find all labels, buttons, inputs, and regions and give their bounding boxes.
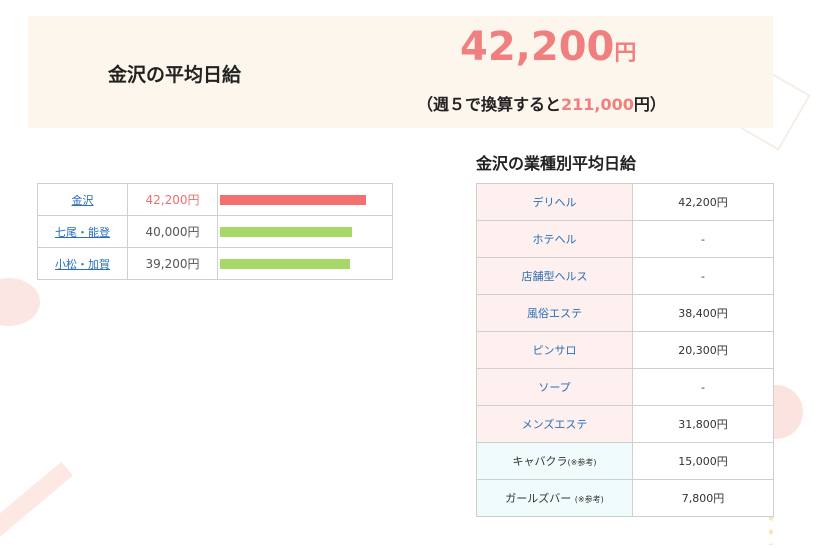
industry-value: 20,300円 bbox=[632, 331, 774, 369]
area-row: 金沢 42,200円 bbox=[37, 183, 393, 216]
industry-name: キャバクラ(※参考) bbox=[476, 442, 633, 480]
area-name-cell: 七尾・能登 bbox=[37, 215, 128, 248]
industry-value: 42,200円 bbox=[632, 183, 774, 221]
type-table-title: 金沢の業種別平均日給 bbox=[476, 154, 637, 173]
industry-name: ガールズバー (※参考) bbox=[476, 479, 633, 517]
weekly-amount: 211,000 bbox=[561, 95, 634, 114]
area-amount: 40,000円 bbox=[127, 215, 218, 248]
industry-name-label: キャバクラ bbox=[512, 455, 568, 468]
industry-name-label: デリヘル bbox=[532, 196, 577, 209]
industry-name[interactable]: 風俗エステ bbox=[476, 294, 633, 332]
industry-row: キャバクラ(※参考) 15,000円 bbox=[476, 442, 774, 480]
area-comparison-table: 金沢 42,200円七尾・能登 40,000円小松・加賀 39,200円 bbox=[37, 183, 393, 280]
decorative-stripe bbox=[0, 461, 73, 547]
industry-row: ピンサロ 20,300円 bbox=[476, 331, 774, 369]
area-amount: 42,200円 bbox=[127, 183, 218, 216]
industry-row: 店舗型ヘルス - bbox=[476, 257, 774, 295]
industry-value: 31,800円 bbox=[632, 405, 774, 443]
area-name-cell: 小松・加賀 bbox=[37, 247, 128, 280]
area-bar-cell bbox=[217, 215, 393, 248]
reference-note: (※参考) bbox=[574, 495, 604, 504]
weekly-suffix: 円） bbox=[633, 95, 666, 114]
summary-label: 金沢の平均日給 bbox=[108, 64, 242, 86]
industry-row: ガールズバー (※参考) 7,800円 bbox=[476, 479, 774, 517]
industry-name-label: ガールズバー bbox=[505, 492, 575, 505]
area-name-cell: 金沢 bbox=[37, 183, 128, 216]
industry-pay-table: デリヘル 42,200円ホテヘル - 店舗型ヘルス - 風俗エステ 38,400円ピンサロ 2… bbox=[476, 183, 774, 517]
industry-value: - bbox=[632, 368, 774, 406]
area-row: 小松・加賀 39,200円 bbox=[37, 247, 393, 280]
area-pay-bar bbox=[220, 258, 350, 269]
summary-amount-value: 42,200 bbox=[460, 24, 615, 70]
area-pay-bar bbox=[220, 194, 366, 205]
weekly-prefix: （週５で換算すると bbox=[417, 95, 562, 114]
reference-note: (※参考) bbox=[567, 458, 597, 467]
industry-row: 風俗エステ 38,400円 bbox=[476, 294, 774, 332]
industry-name[interactable]: 店舗型ヘルス bbox=[476, 257, 633, 295]
area-bar-cell bbox=[217, 183, 393, 216]
industry-value: 38,400円 bbox=[632, 294, 774, 332]
industry-value: 7,800円 bbox=[632, 479, 774, 517]
industry-row: ソープ - bbox=[476, 368, 774, 406]
industry-value: 15,000円 bbox=[632, 442, 774, 480]
industry-value: - bbox=[632, 257, 774, 295]
area-link[interactable]: 金沢 bbox=[71, 193, 94, 207]
area-bar-cell bbox=[217, 247, 393, 280]
industry-name-label: メンズエステ bbox=[521, 418, 588, 431]
industry-value: - bbox=[632, 220, 774, 258]
industry-name-label: ソープ bbox=[538, 381, 571, 394]
area-link[interactable]: 七尾・能登 bbox=[55, 225, 110, 239]
industry-name[interactable]: ソープ bbox=[476, 368, 633, 406]
industry-name[interactable]: ピンサロ bbox=[476, 331, 633, 369]
industry-name-label: ホテヘル bbox=[532, 233, 577, 246]
area-row: 七尾・能登 40,000円 bbox=[37, 215, 393, 248]
summary-amount-unit: 円 bbox=[614, 41, 637, 66]
industry-name-label: ピンサロ bbox=[532, 344, 577, 357]
summary-amount: 42,200円 bbox=[460, 24, 660, 70]
decorative-circle bbox=[0, 278, 40, 326]
industry-name[interactable]: デリヘル bbox=[476, 183, 633, 221]
industry-name-label: 風俗エステ bbox=[527, 307, 582, 320]
industry-name[interactable]: メンズエステ bbox=[476, 405, 633, 443]
average-daily-pay-summary: 金沢の平均日給 42,200円 （週５で換算すると211,000円） bbox=[28, 16, 773, 128]
industry-name-label: 店舗型ヘルス bbox=[521, 270, 588, 283]
area-amount: 39,200円 bbox=[127, 247, 218, 280]
weekly-estimate: （週５で換算すると211,000円） bbox=[417, 91, 666, 115]
area-pay-bar bbox=[220, 226, 352, 237]
industry-row: ホテヘル - bbox=[476, 220, 774, 258]
industry-row: デリヘル 42,200円 bbox=[476, 183, 774, 221]
area-link[interactable]: 小松・加賀 bbox=[55, 257, 110, 271]
industry-name[interactable]: ホテヘル bbox=[476, 220, 633, 258]
industry-row: メンズエステ 31,800円 bbox=[476, 405, 774, 443]
